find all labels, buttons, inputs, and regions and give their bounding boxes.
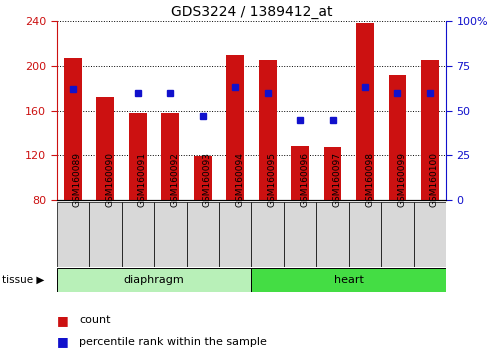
Bar: [349, 202, 381, 267]
Bar: [251, 268, 446, 292]
Bar: [323, 148, 342, 200]
Bar: [186, 202, 219, 267]
Text: heart: heart: [334, 275, 364, 285]
Text: tissue ▶: tissue ▶: [2, 275, 45, 285]
Bar: [194, 156, 211, 200]
Text: GSM160090: GSM160090: [106, 152, 114, 207]
Bar: [57, 202, 89, 267]
Bar: [154, 202, 186, 267]
Text: GSM160100: GSM160100: [430, 152, 439, 207]
Text: ■: ■: [57, 335, 69, 348]
Bar: [356, 23, 374, 200]
Text: GSM160093: GSM160093: [203, 152, 212, 207]
Text: GSM160099: GSM160099: [397, 152, 407, 207]
Title: GDS3224 / 1389412_at: GDS3224 / 1389412_at: [171, 5, 332, 19]
Text: GSM160097: GSM160097: [333, 152, 342, 207]
Bar: [421, 60, 439, 200]
Bar: [97, 97, 114, 200]
Text: GSM160092: GSM160092: [170, 152, 179, 207]
Text: GSM160094: GSM160094: [235, 152, 244, 207]
Bar: [219, 202, 251, 267]
Bar: [388, 75, 406, 200]
Bar: [251, 202, 284, 267]
Bar: [414, 202, 446, 267]
Text: GSM160089: GSM160089: [73, 152, 82, 207]
Bar: [259, 60, 277, 200]
Bar: [161, 113, 179, 200]
Text: count: count: [79, 315, 110, 325]
Text: GSM160096: GSM160096: [300, 152, 309, 207]
Bar: [226, 55, 244, 200]
Bar: [381, 202, 414, 267]
Text: percentile rank within the sample: percentile rank within the sample: [79, 337, 267, 347]
Bar: [291, 147, 309, 200]
Text: GSM160095: GSM160095: [268, 152, 277, 207]
Bar: [317, 202, 349, 267]
Text: GSM160098: GSM160098: [365, 152, 374, 207]
Text: ■: ■: [57, 314, 69, 327]
Bar: [129, 113, 147, 200]
Bar: [122, 202, 154, 267]
Bar: [57, 268, 251, 292]
Bar: [64, 58, 82, 200]
Bar: [89, 202, 122, 267]
Text: diaphragm: diaphragm: [124, 275, 184, 285]
Text: GSM160091: GSM160091: [138, 152, 147, 207]
Bar: [284, 202, 317, 267]
